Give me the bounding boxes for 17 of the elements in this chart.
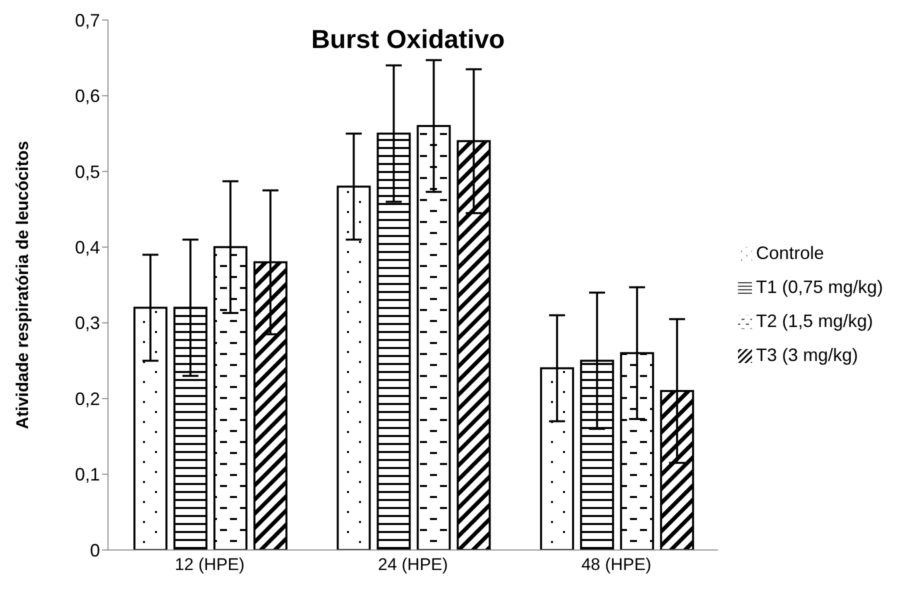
y-tick-label: 0 (90, 540, 100, 560)
legend-label: T2 (1,5 mg/kg) (756, 311, 873, 331)
y-tick-label: 0,4 (74, 238, 100, 258)
y-tick-label: 0,2 (74, 388, 100, 409)
x-tick-label: 12 (HPE) (174, 555, 245, 574)
y-tick-label: 0,7 (74, 10, 100, 30)
y-tick-label: 0,1 (74, 464, 100, 485)
chart-title: Burst Oxidativo (310, 24, 506, 55)
legend-label: Controle (756, 243, 824, 263)
y-tick-label: 0,3 (74, 313, 100, 334)
legend-label: T1 (0,75 mg/kg) (756, 277, 883, 297)
y-axis-title: Atividade respiratória de leucócitos (13, 140, 32, 430)
y-tick-label: 0,6 (74, 86, 100, 106)
x-tick-label: 24 (HPE) (378, 555, 448, 574)
y-tick-label: 0,5 (74, 162, 100, 182)
x-tick-label: 48 (HPE) (581, 555, 652, 574)
legend-label: T3 (3 mg/kg) (756, 345, 858, 365)
